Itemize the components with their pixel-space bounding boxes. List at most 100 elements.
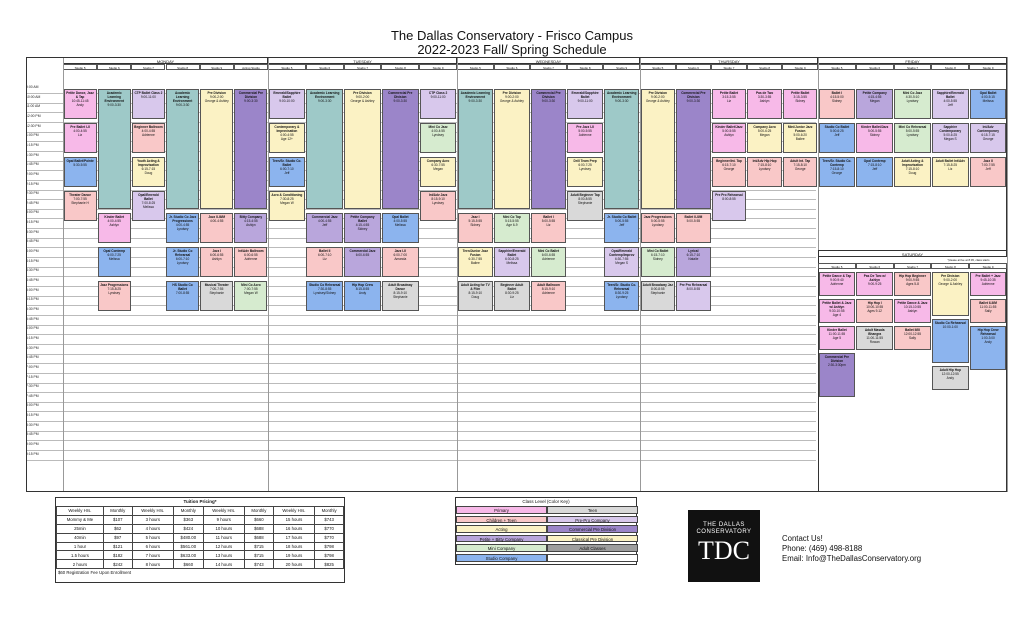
class-block[interactable]: Pre Division 9:00-2:00 George & Ashley: [494, 89, 530, 209]
class-block[interactable]: Opal Ballet/Pointe 5:30-5:55: [63, 157, 97, 187]
class-block[interactable]: Teen/Sr. Studio Co. Contemp 7:15-8:10 Geor…: [818, 157, 856, 187]
saturday-class-block[interactable]: Kinder Ballet 11:00-11:55 Age 5: [818, 326, 856, 350]
class-block[interactable]: Jazz II 7:00-7:55 Jeff: [969, 157, 1007, 187]
class-block[interactable]: Int/Adv Contemporary 6:15-7:15 George: [969, 123, 1007, 153]
class-block[interactable]: Petite Ballet 3:15-3:55 Liz: [711, 89, 747, 119]
class-block[interactable]: Ballet I 4:15-5:00 Sidney: [818, 89, 856, 119]
class-block[interactable]: Int/Adv Ballroom 6:00-6:55 Adrienne: [234, 247, 268, 277]
class-block[interactable]: Kinder Ballet/Jazz 5:00-5:55 Sidney: [856, 123, 894, 153]
class-block[interactable]: Adult Broadway Dance 8:15-9:10 Stephanie: [381, 281, 419, 311]
class-block[interactable]: Academic Learning Environment 9:00-3:30: [97, 89, 131, 209]
class-block[interactable]: Commercial Pre Division 9:00-3:30: [676, 89, 711, 209]
class-block[interactable]: Mini Co Ballet 6:15-7:10 Sidney: [640, 247, 676, 277]
class-block[interactable]: Company Acro 6:30-7:55 Megan: [419, 157, 457, 187]
class-block[interactable]: Contemporary & Improvisation 4:00-4:55 Age…: [268, 123, 306, 153]
saturday-class-block[interactable]: Hip Hop Beginner 9:00-9:55 Ages 5-8: [894, 272, 931, 296]
saturday-class-block[interactable]: Pre Ballet + Jazz 9:45-10:35 Adrienne: [969, 272, 1007, 296]
class-block[interactable]: Beginner Adult Ballet 8:30-9:25 Liz: [494, 281, 530, 311]
class-block[interactable]: Adult Beginner Tap 8:00-8:55 Stephanie: [567, 191, 603, 221]
class-block[interactable]: Adult Ballroom 8:15-9:10 Adrienne: [530, 281, 567, 311]
class-block[interactable]: Academic Learning Environment 9:00-3:30: [306, 89, 344, 209]
class-block[interactable]: HS Studio Co Ballet 7:00-8:55: [166, 281, 200, 311]
saturday-class-block[interactable]: Petite Dance & Jazz 10:15-10:55 Ashlyn: [894, 299, 931, 323]
class-block[interactable]: Lyrical 6:15-7:10 Natalie: [676, 247, 711, 277]
class-block[interactable]: Commercial Pre Division 9:00-3:30: [381, 89, 419, 209]
class-block[interactable]: Adult Int. Tap 7:15-8:10 George: [782, 157, 818, 187]
class-block[interactable]: Jr. Studio Co Ballet 5:00-5:55 Jeff: [603, 213, 640, 243]
saturday-class-block[interactable]: Ballet II-II/M 11:00-11:55 Sally: [969, 299, 1007, 323]
class-block[interactable]: Musical Theater 7:00-7:55 Stephanie: [200, 281, 234, 311]
class-block[interactable]: Pre Division 9:00-2:00 George & Ashley: [344, 89, 381, 209]
class-block[interactable]: Mini Co Ballet 6:00-6:55 Adrienne: [530, 247, 567, 277]
class-block[interactable]: Pas de Two 3:30-3:55 Ashlyn: [747, 89, 782, 119]
class-block[interactable]: Commercial Pre Division 9:00-3:30: [234, 89, 268, 209]
saturday-class-block[interactable]: Hip Hop Crew Rehearsal 1:00-3:00 Andy: [969, 326, 1007, 370]
class-block[interactable]: Bitty Company 4:15-4:55 Ashlyn: [234, 213, 268, 243]
saturday-class-block[interactable]: Adult Hip Hop 12:00-12:55 Andy: [931, 366, 969, 390]
class-block[interactable]: Jr. Studio Co Rehearsal 6:00-7:10 Lyndsey: [166, 247, 200, 277]
class-block[interactable]: Opal Contemp 6:00-7:25 Melissa: [97, 247, 131, 277]
class-block[interactable]: Int/Adv Hip Hop 7:15-8:10 Lyndsey: [747, 157, 782, 187]
class-block[interactable]: Pre Pro Rehearsal 8:00-8:55: [676, 281, 711, 311]
class-block[interactable]: Hip Hop Crew 8:15-8:55 Andy: [344, 281, 381, 311]
class-block[interactable]: Pre Division 9:00-2:00 George & Ashley: [200, 89, 234, 209]
class-block[interactable]: Opal Ballet 4:00-5:15 Melissa: [969, 89, 1007, 119]
saturday-class-block[interactable]: Studio Co Rehearsal 10:00-1:00: [931, 319, 969, 363]
class-block[interactable]: Theater Dance 7:00-7:55 Stephanie H: [63, 191, 97, 221]
saturday-class-block[interactable]: Pas De Two w/ Ashlyn 9:00-9:25: [856, 272, 894, 296]
class-block[interactable]: Petite Company Ballet 4:15-4:55 Sidney: [344, 213, 381, 243]
class-block[interactable]: Mini/Junior Jazz Fusion 5:00-6:20 Bailee: [782, 123, 818, 153]
class-block[interactable]: Emerald/Sapphire Ballet 9:00-11:00: [567, 89, 603, 119]
class-block[interactable]: Beginner Ballroom 4:00-4:55 Adrienne: [131, 123, 165, 153]
class-block[interactable]: Mini Co Jazz 4:30-5:10 Lyndsey: [894, 89, 931, 119]
class-block[interactable]: CTP Ballet Class 2 9:00-11:00: [131, 89, 165, 119]
class-block[interactable]: Academic Learning Environment 9:00-3:30: [457, 89, 494, 209]
class-block[interactable]: Mini Co Rehearsal 5:00-5:55 Lyndsey: [894, 123, 931, 153]
class-block[interactable]: Petite Dance, Jazz & Tap 10:45-11:45 Andy: [63, 89, 97, 119]
class-block[interactable]: Academic Learning Environment 9:00-3:30: [166, 89, 200, 209]
class-block[interactable]: Pre Jazz I-II 5:00-5:55 Adrienne: [567, 123, 603, 153]
class-block[interactable]: Mini Co Jazz 4:00-4:55 Lyndsey: [419, 123, 457, 153]
class-block[interactable]: Jazz I 6:00-6:55 Ashlyn: [200, 247, 234, 277]
class-block[interactable]: Sapphire/Emerald Ballet 4:00-5:55 Jeff: [931, 89, 969, 119]
class-block[interactable]: Opal Ballet 4:00-5:55 Melissa: [381, 213, 419, 243]
class-block[interactable]: Studio Co Ballet 5:00-6:25 Jeff: [818, 123, 856, 153]
class-block[interactable]: Beginner/Int. Tap 6:15-7:10 George: [711, 157, 747, 187]
class-block[interactable]: Petite Company 4:15-4:55 Megan: [856, 89, 894, 119]
saturday-class-block[interactable]: Petite Dance & Tap 9:00-9:40 Adrienne: [818, 272, 856, 296]
class-block[interactable]: Kinder Ballet 4:00-4:55 Ashlyn: [97, 213, 131, 243]
class-block[interactable]: Jazz Progressions 5:00-5:55 Lyndsey: [640, 213, 676, 243]
class-block[interactable]: Opal/Emerald Ballet 7:00-8:25 Melissa: [131, 191, 165, 221]
class-block[interactable]: Sapphire Contemporary 5:00-6:25 Megan S: [931, 123, 969, 153]
class-block[interactable]: Sapphire/Emerald Ballet 6:30-8:25 Melissa: [494, 247, 530, 277]
class-block[interactable]: Adult Ballet Int/Adv 7:15-8:25 Liz: [931, 157, 969, 187]
saturday-class-block[interactable]: Pre Division 9:00-2:00 George & Ashley: [931, 272, 969, 316]
class-block[interactable]: Teen/Junior Jazz Fusion 6:30-7:55 Bailee: [457, 247, 494, 277]
class-block[interactable]: Commercial Jazz 4:00-4:55 Jeff: [306, 213, 344, 243]
class-block[interactable]: Pre Division 9:00-2:00 George & Ashley: [640, 89, 676, 209]
class-block[interactable]: Jr. Studio Co Jazz Progressions 4:00-4:55…: [166, 213, 200, 243]
class-block[interactable]: Adult Acting & Improvisation 7:15-8:10 Dou…: [894, 157, 931, 187]
class-block[interactable]: Studio Co Rehearsal 7:30-8:55 Lyndsey/Sidn…: [306, 281, 344, 311]
class-block[interactable]: Petite Ballet 3:15-3:55 Sidney: [782, 89, 818, 119]
class-block[interactable]: Jazz I 5:15-5:55 Sidney: [457, 213, 494, 243]
class-block[interactable]: Ballet II-II/M 5:00-5:55: [676, 213, 711, 243]
class-block[interactable]: Pre Pro Rehearsal 8:00-8:55: [711, 191, 747, 221]
class-block[interactable]: Adult Acting for TV & Film 8:15-9:10 Doug: [457, 281, 494, 311]
class-block[interactable]: Mini Co Tap 5:15-5:55 Age 6-9: [494, 213, 530, 243]
class-block[interactable]: Drill Team Prep 6:00-7:25 Lyndsey: [567, 157, 603, 187]
saturday-class-block[interactable]: Hip Hop I 10:00-10:55 Ages 9-12: [856, 299, 894, 323]
class-block[interactable]: Company Acro 5:00-6:25 Megan: [747, 123, 782, 153]
saturday-class-block[interactable]: Petite Ballet & Jazz w/ Ashlyn 9:30-10:55…: [818, 299, 856, 323]
class-block[interactable]: Teen/Sr. Studio Co. Rehearsal 8:30-9:25 Ly…: [603, 281, 640, 311]
class-block[interactable]: Pre Ballet I-II 4:00-4:55 Liz: [63, 123, 97, 153]
class-block[interactable]: Mini Co Acro 7:00-7:55 Megan W: [234, 281, 268, 311]
class-block[interactable]: Opal Contemp 7:15-8:10 Jeff: [856, 157, 894, 187]
saturday-class-block[interactable]: Adult Masala Bhangra 11:00-11:55 Rowan: [856, 326, 894, 350]
class-block[interactable]: Teen/Sr. Studio Co. Ballet 6:00-7:10 Jeff: [268, 157, 306, 187]
class-block[interactable]: Emerald/Sapphire Ballet 9:00-10:00: [268, 89, 306, 119]
saturday-class-block[interactable]: Ballet II/III 12:00-12:55 Sally: [894, 326, 931, 350]
class-block[interactable]: Ballet II 6:00-7:10 Liz: [306, 247, 344, 277]
class-block[interactable]: Commercial Jazz 6:00-6:55: [344, 247, 381, 277]
class-block[interactable]: Jazz Progressions 7:15-8:25 Lyndsey: [97, 281, 131, 311]
